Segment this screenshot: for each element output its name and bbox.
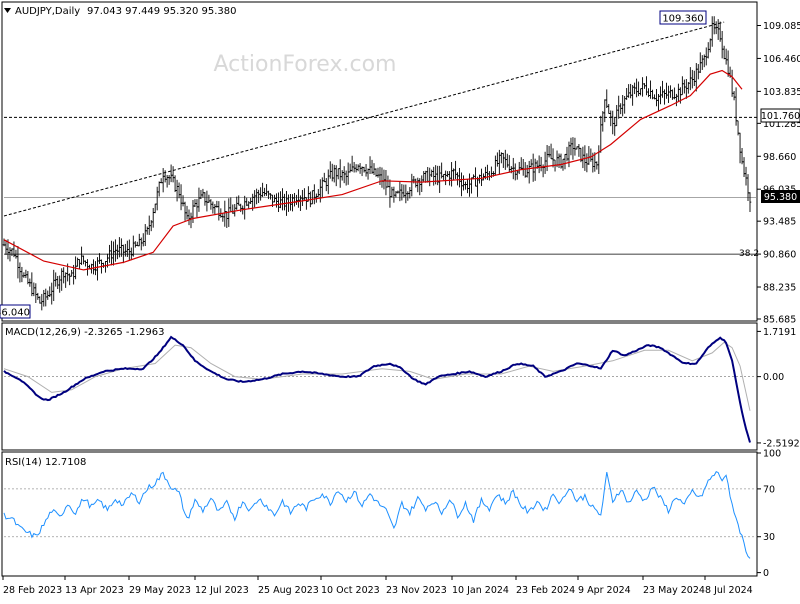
fib-level-label: 38.2 <box>739 249 759 259</box>
low-label-box <box>0 304 31 319</box>
macd-tick-label: -2.5192 <box>763 438 800 449</box>
price-tick-label: 101.285 <box>763 119 800 130</box>
x-tick-label: 12 Jul 2023 <box>195 585 249 596</box>
x-tick-label: 25 Aug 2023 <box>258 585 319 596</box>
dropdown-triangle-icon <box>4 8 11 13</box>
x-tick-label: 9 Apr 2024 <box>578 585 631 596</box>
price-tick-label: 93.485 <box>763 217 796 228</box>
macd-panel-frame <box>1 322 758 451</box>
level-101-box <box>760 108 800 123</box>
moving-average-line <box>3 69 743 271</box>
price-tick-label: 88.235 <box>763 283 796 294</box>
current-price-label: 95.380 <box>764 192 797 203</box>
rsi-layer <box>3 471 757 559</box>
macd-layer <box>3 335 757 443</box>
ohlc-readout: 97.043 97.449 95.320 95.380 <box>87 6 237 17</box>
rsi-axis: 100 70 30 0 <box>757 449 781 579</box>
rsi-tick-label: 30 <box>763 532 775 543</box>
price-tick-label: 109.085 <box>763 21 800 32</box>
x-tick-label: 23 Nov 2023 <box>386 585 447 596</box>
rsi-panel-frame <box>1 451 758 577</box>
rsi-label: RSI(14) 12.7108 <box>5 457 86 468</box>
x-tick-label: 13 Apr 2023 <box>65 585 124 596</box>
x-tick-label: 8 Jul 2024 <box>705 585 753 596</box>
macd-axis: 1.7191 0.00 -2.5192 <box>757 327 800 449</box>
current-price-box <box>761 190 800 203</box>
macd-line <box>3 335 751 443</box>
rsi-tick-label: 0 <box>763 568 769 579</box>
trend-line <box>3 21 725 217</box>
x-tick-label: 23 Feb 2024 <box>516 585 575 596</box>
x-tick-label: 29 May 2023 <box>129 585 191 596</box>
price-tick-label: 106.460 <box>763 54 800 65</box>
high-label: 109.360 <box>662 14 703 25</box>
price-tick-label: 90.860 <box>763 250 796 261</box>
macd-tick-label: 1.7191 <box>763 327 796 338</box>
price-bar <box>748 192 752 213</box>
macd-tick-label: 0.00 <box>763 372 784 383</box>
price-tick-label: 103.835 <box>763 87 800 98</box>
price-panel-frame <box>1 1 758 322</box>
x-tick-label: 10 Jan 2024 <box>452 585 509 596</box>
x-axis: 28 Feb 2023 13 Apr 2023 29 May 2023 12 Jul … <box>2 576 753 596</box>
rsi-tick-label: 70 <box>763 484 775 495</box>
chart-title-symbol-timeframe: AUDJPY,Daily <box>15 6 80 17</box>
x-tick-label: 23 May 2024 <box>643 585 705 596</box>
watermark: ActionForex.com <box>214 52 397 77</box>
high-label-box <box>659 10 707 25</box>
rsi-tick-label: 100 <box>763 449 781 460</box>
price-tick-label: 98.660 <box>763 152 796 163</box>
price-tick-label: 85.685 <box>763 315 796 326</box>
macd-label: MACD(12,26,9) -2.3265 -1.2963 <box>5 327 165 338</box>
level-101-label: 101.760 <box>761 111 800 122</box>
price-layer <box>2 16 757 311</box>
x-tick-label: 10 Oct 2023 <box>321 585 380 596</box>
low-label: 86.040 <box>0 308 30 319</box>
rsi-line <box>3 471 751 559</box>
x-tick-label: 28 Feb 2023 <box>3 585 62 596</box>
